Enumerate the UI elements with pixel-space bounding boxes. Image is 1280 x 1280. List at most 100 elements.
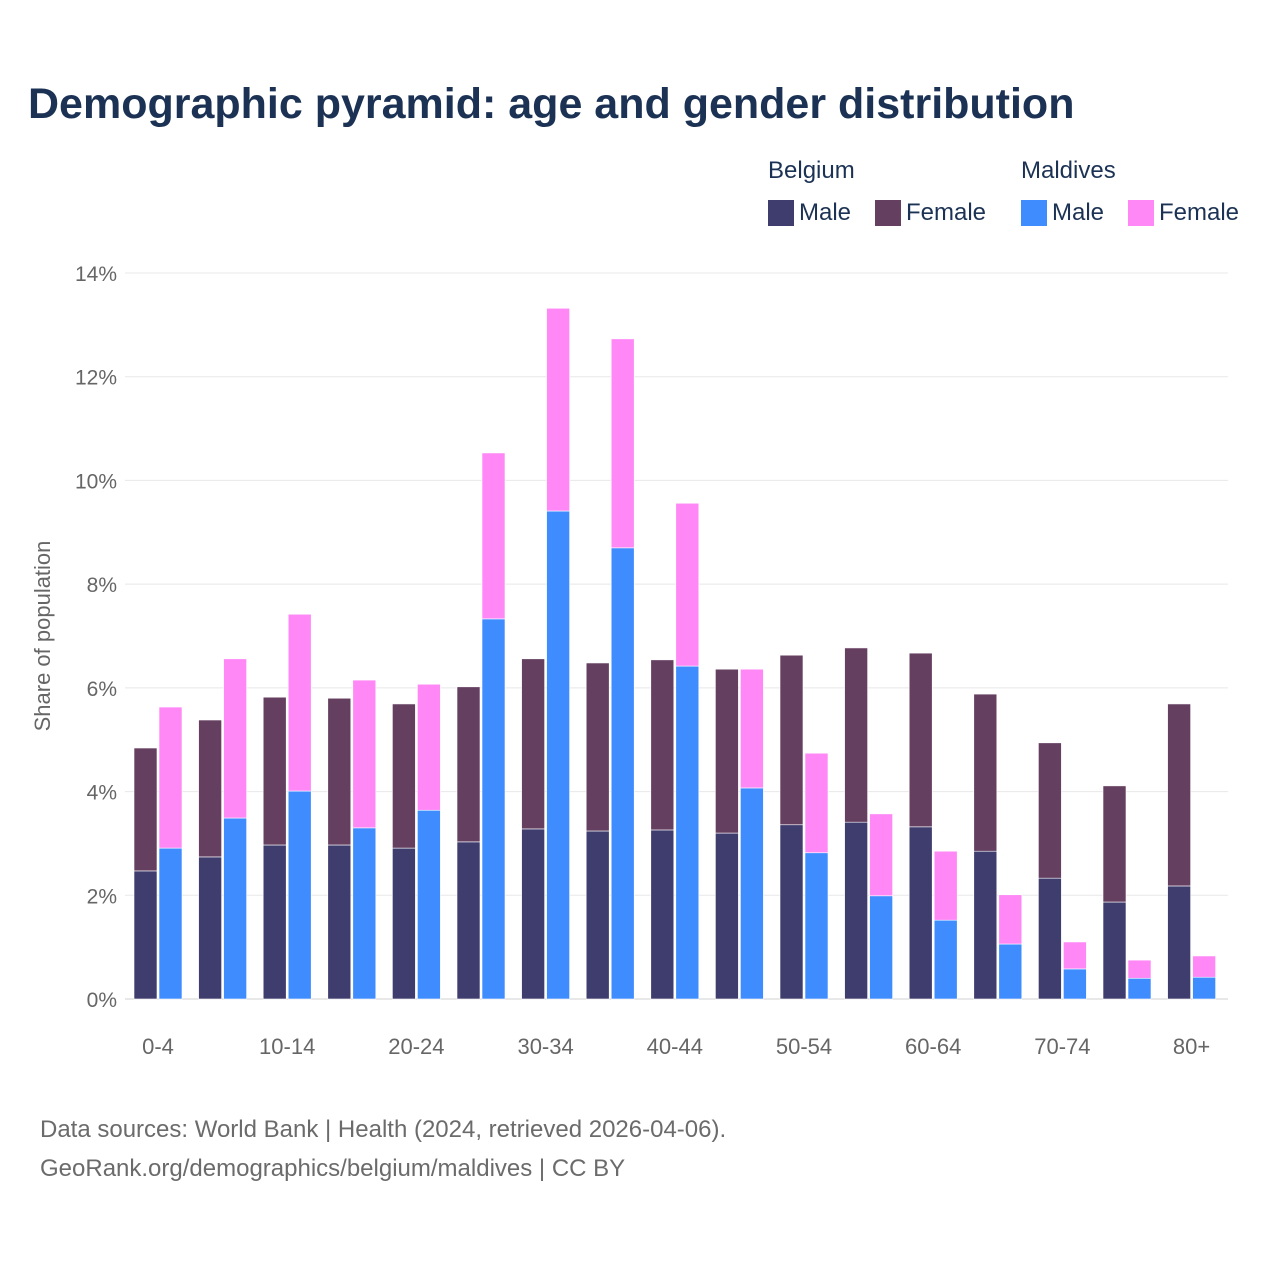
- y-tick-label: 12%: [75, 367, 117, 390]
- bar-maldives-female-70-74[interactable]: [1063, 941, 1087, 970]
- y-tick-label: 8%: [87, 574, 117, 597]
- chart-plot: 0% 2% 4% 6% 8% 10% 12% 14% 0-4 10-14 20-24 30-34 40…: [30, 263, 1228, 1059]
- bar-belgium-male-0-4[interactable]: [133, 870, 158, 1000]
- bar-belgium-female-70-74[interactable]: [1038, 742, 1062, 879]
- bar-maldives-female-30-34[interactable]: [546, 307, 570, 512]
- x-tick-label: 50-54: [776, 1034, 832, 1059]
- bar-maldives-male-60-64[interactable]: [933, 919, 958, 1000]
- bar-maldives-female-80+[interactable]: [1192, 955, 1216, 978]
- bar-maldives-female-35-39[interactable]: [610, 338, 635, 549]
- bar-maldives-female-25-29[interactable]: [481, 452, 506, 620]
- bar-maldives-female-60-64[interactable]: [933, 850, 958, 921]
- y-tick-label: 14%: [75, 263, 117, 286]
- y-tick-label: 10%: [75, 470, 117, 493]
- bar-belgium-female-75-79[interactable]: [1102, 785, 1127, 903]
- legend-maldives-female[interactable]: Female: [1128, 199, 1239, 227]
- bar-belgium-male-60-64[interactable]: [908, 826, 933, 1000]
- bar-maldives-male-55-59[interactable]: [869, 895, 893, 1000]
- legend-swatch: [1128, 200, 1154, 226]
- bar-belgium-female-40-44[interactable]: [650, 659, 675, 831]
- bar-belgium-male-5-9[interactable]: [198, 856, 222, 1000]
- bar-belgium-female-15-19[interactable]: [327, 697, 352, 846]
- bar-maldives-female-65-69[interactable]: [998, 894, 1023, 945]
- x-tick-label: 70-74: [1034, 1034, 1090, 1059]
- legend-belgium-female[interactable]: Female: [875, 199, 986, 227]
- y-tick-label: 2%: [87, 885, 117, 908]
- bar-maldives-female-20-24[interactable]: [417, 683, 441, 811]
- bar-maldives-male-65-69[interactable]: [998, 943, 1023, 1000]
- x-tick-label: 80+: [1173, 1034, 1210, 1059]
- x-tick-label: 30-34: [517, 1034, 573, 1059]
- bar-maldives-male-10-14[interactable]: [287, 790, 312, 1000]
- legend-label: Male: [1052, 199, 1105, 226]
- bar-maldives-female-0-4[interactable]: [158, 706, 183, 849]
- bar-belgium-female-5-9[interactable]: [198, 719, 222, 858]
- bar-maldives-female-50-54[interactable]: [804, 752, 829, 854]
- bar-belgium-male-70-74[interactable]: [1038, 877, 1062, 1000]
- bar-maldives-female-75-79[interactable]: [1127, 959, 1152, 979]
- bar-maldives-female-40-44[interactable]: [675, 502, 700, 667]
- bar-belgium-female-80+[interactable]: [1167, 703, 1191, 887]
- legend-belgium-male[interactable]: Male: [768, 199, 851, 227]
- y-tick-label: 0%: [87, 989, 117, 1012]
- bar-maldives-female-45-49[interactable]: [740, 668, 764, 789]
- bar-maldives-female-5-9[interactable]: [223, 658, 247, 819]
- bar-belgium-male-50-54[interactable]: [779, 824, 804, 1000]
- bar-belgium-female-50-54[interactable]: [779, 654, 804, 826]
- bar-maldives-male-45-49[interactable]: [740, 787, 764, 1000]
- y-tick-label: 4%: [87, 782, 117, 805]
- legend-label: Female: [1159, 199, 1240, 226]
- bar-maldives-male-80+[interactable]: [1192, 976, 1216, 1000]
- bar-maldives-male-0-4[interactable]: [158, 847, 183, 1000]
- bar-belgium-female-35-39[interactable]: [585, 662, 610, 832]
- bar-belgium-male-80+[interactable]: [1167, 885, 1191, 1000]
- bar-belgium-female-65-69[interactable]: [973, 693, 998, 852]
- bar-maldives-female-55-59[interactable]: [869, 813, 893, 897]
- bar-belgium-male-35-39[interactable]: [585, 830, 610, 1000]
- bar-belgium-male-20-24[interactable]: [392, 847, 416, 1000]
- bar-belgium-female-45-49[interactable]: [715, 668, 739, 834]
- bar-maldives-male-25-29[interactable]: [481, 618, 506, 1000]
- bar-maldives-male-15-19[interactable]: [352, 827, 377, 1000]
- bar-belgium-female-10-14[interactable]: [262, 696, 287, 846]
- bar-belgium-male-25-29[interactable]: [456, 841, 481, 1000]
- bar-maldives-male-5-9[interactable]: [223, 817, 247, 1000]
- bar-belgium-female-30-34[interactable]: [521, 658, 545, 830]
- legend-swatch: [768, 200, 794, 226]
- bar-belgium-male-55-59[interactable]: [844, 821, 868, 1000]
- bar-maldives-male-20-24[interactable]: [417, 809, 441, 1000]
- bar-belgium-female-25-29[interactable]: [456, 686, 481, 843]
- legend-label: Male: [799, 199, 852, 226]
- bar-belgium-male-45-49[interactable]: [715, 832, 739, 1000]
- bar-belgium-female-0-4[interactable]: [133, 747, 158, 872]
- bar-belgium-male-40-44[interactable]: [650, 829, 675, 1000]
- bar-maldives-female-15-19[interactable]: [352, 679, 377, 829]
- footer-sources: Data sources: World Bank | Health (2024,…: [40, 1116, 727, 1143]
- bar-belgium-male-75-79[interactable]: [1102, 901, 1127, 1000]
- bar-belgium-male-10-14[interactable]: [262, 844, 287, 1000]
- x-tick-label: 0-4: [142, 1034, 174, 1059]
- bar-maldives-male-75-79[interactable]: [1127, 977, 1152, 1000]
- bar-belgium-female-55-59[interactable]: [844, 647, 868, 823]
- y-tick-label: 6%: [87, 678, 117, 701]
- bar-maldives-male-70-74[interactable]: [1063, 968, 1087, 1000]
- bar-maldives-male-30-34[interactable]: [546, 510, 570, 1000]
- bar-belgium-male-30-34[interactable]: [521, 828, 545, 1000]
- footer-credit: GeoRank.org/demographics/belgium/maldive…: [40, 1155, 626, 1182]
- bar-maldives-male-40-44[interactable]: [675, 665, 700, 1000]
- chart-title: Demographic pyramid: age and gender dist…: [28, 80, 1075, 128]
- bar-belgium-female-20-24[interactable]: [392, 703, 416, 849]
- bar-belgium-female-60-64[interactable]: [908, 652, 933, 828]
- legend-group-belgium: Belgium: [768, 157, 855, 184]
- x-tick-label: 40-44: [647, 1034, 703, 1059]
- y-axis-label: Share of population: [30, 541, 55, 732]
- legend-label: Female: [906, 199, 987, 226]
- bar-maldives-female-10-14[interactable]: [287, 613, 312, 792]
- bar-maldives-male-50-54[interactable]: [804, 852, 829, 1000]
- bar-belgium-male-15-19[interactable]: [327, 844, 352, 1000]
- legend-maldives-male[interactable]: Male: [1021, 199, 1104, 227]
- legend-swatch: [875, 200, 901, 226]
- bar-belgium-male-65-69[interactable]: [973, 850, 998, 1000]
- bar-maldives-male-35-39[interactable]: [610, 547, 635, 1000]
- x-tick-label: 10-14: [259, 1034, 315, 1059]
